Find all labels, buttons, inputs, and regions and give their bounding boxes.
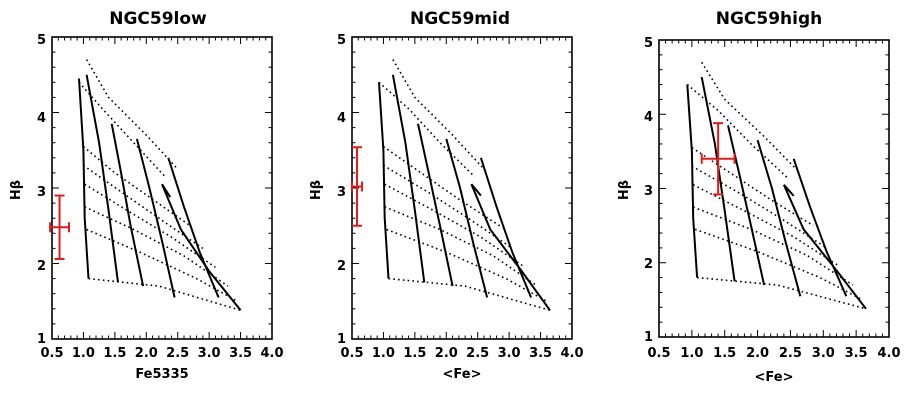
panel-title: NGC59low (109, 9, 207, 29)
metallicity-track (392, 59, 485, 170)
y-axis-label: Hβ (309, 180, 324, 200)
tick-marks (51, 36, 273, 340)
x-tick-label: 3.0 (812, 346, 835, 361)
x-tick-label: 1.5 (713, 346, 736, 361)
y-tick-label: 5 (644, 36, 653, 51)
x-tick-label: 2.0 (435, 346, 458, 361)
metallicity-track (84, 206, 229, 287)
age-track (445, 138, 489, 298)
age-track (782, 184, 867, 310)
age-track (792, 158, 848, 297)
x-tick-label: 3.5 (229, 346, 252, 361)
tick-marks (351, 36, 573, 340)
x-tick-label: 3.0 (198, 346, 221, 361)
age-track (417, 123, 454, 287)
x-tick-label: 2.5 (466, 346, 489, 361)
tick-marks (658, 39, 890, 338)
x-axis-label: <Fe> (755, 370, 794, 385)
metallicity-track (691, 165, 828, 249)
age-track (378, 82, 390, 279)
y-tick-label: 1 (337, 332, 346, 347)
x-tick-label: 2.5 (779, 346, 802, 361)
age-track (85, 74, 119, 283)
y-axis-label: Hβ (9, 180, 24, 200)
metallicity-track (382, 164, 513, 250)
metallicity-track (692, 184, 841, 268)
x-tick-label: 4.0 (260, 346, 283, 361)
metallicity-track (78, 81, 166, 178)
age-track (700, 76, 736, 282)
model-grid (686, 61, 867, 310)
age-track (161, 183, 242, 311)
y-tick-label: 4 (37, 111, 46, 126)
y-tick-label: 3 (337, 185, 346, 200)
metallicity-track (388, 277, 551, 312)
x-tick-label: 3.0 (498, 346, 521, 361)
metallicity-track (694, 228, 864, 301)
x-tick-label: 1.5 (103, 346, 126, 361)
metallicity-track (85, 59, 179, 170)
x-tick-label: 1.0 (680, 346, 703, 361)
metallicity-track (686, 83, 788, 178)
y-tick-label: 3 (644, 184, 653, 199)
measurement-error-bar (351, 146, 364, 227)
x-tick-label: 2.5 (166, 346, 189, 361)
age-track (167, 157, 220, 298)
metallicity-track (692, 206, 854, 286)
age-track (391, 74, 426, 283)
metallicity-track (384, 206, 538, 287)
x-tick-label: 0.5 (340, 346, 363, 361)
panel-ngc59low: NGC59low 0.5 1.0 1.5 2.0 2.5 3.0 3.5 4.0… (9, 9, 284, 382)
y-tick-label: 2 (337, 259, 346, 274)
age-track (727, 125, 766, 286)
y-tick-label: 4 (644, 110, 653, 125)
metallicity-track (386, 228, 548, 302)
y-tick-label: 2 (644, 257, 653, 272)
x-tick-label: 4.0 (560, 346, 583, 361)
metallicity-track (84, 183, 216, 268)
age-track (135, 138, 176, 298)
age-track (479, 157, 533, 298)
age-track (78, 78, 90, 279)
panel-ngc59high: NGC59high 0.5 1.0 1.5 2.0 2.5 3.0 3.5 4.… (617, 9, 901, 385)
panel-ngc59mid: NGC59mid 0.5 1.0 1.5 2.0 2.5 3.0 3.5 4.0… (309, 9, 584, 382)
panel-title: NGC59mid (410, 9, 510, 29)
x-tick-label: 1.0 (72, 346, 95, 361)
x-tick-label: 2.0 (746, 346, 769, 361)
x-tick-label: 0.5 (40, 346, 63, 361)
measurement-error-bar (700, 122, 736, 196)
model-grid (378, 59, 551, 312)
measurement-error-bar (49, 194, 70, 260)
y-tick-label: 4 (337, 111, 346, 126)
x-axis-label: <Fe> (443, 367, 482, 382)
metallicity-track (384, 183, 526, 268)
x-tick-label: 3.5 (529, 346, 552, 361)
age-track (470, 183, 551, 311)
y-tick-label: 2 (37, 259, 46, 274)
x-axis-label: Fe5335 (135, 367, 188, 382)
y-tick-label: 1 (37, 332, 46, 347)
metallicity-track (82, 145, 191, 227)
metallicity-track (382, 145, 501, 227)
y-tick-label: 5 (37, 33, 46, 48)
metallicity-track (701, 61, 798, 171)
x-tick-label: 1.0 (372, 346, 395, 361)
model-grid (78, 59, 242, 312)
x-tick-label: 0.5 (647, 346, 670, 361)
age-track (756, 139, 802, 297)
y-tick-label: 5 (337, 33, 346, 48)
panel-title: NGC59high (716, 9, 823, 29)
x-tick-label: 4.0 (877, 346, 900, 361)
x-tick-label: 1.5 (403, 346, 426, 361)
y-tick-label: 3 (37, 185, 46, 200)
y-tick-label: 1 (644, 330, 653, 345)
age-track (686, 84, 699, 278)
x-tick-label: 2.0 (135, 346, 158, 361)
x-tick-label: 3.5 (845, 346, 868, 361)
metallicity-track (378, 81, 476, 178)
y-axis-label: Hβ (617, 180, 632, 200)
age-track (110, 123, 145, 287)
